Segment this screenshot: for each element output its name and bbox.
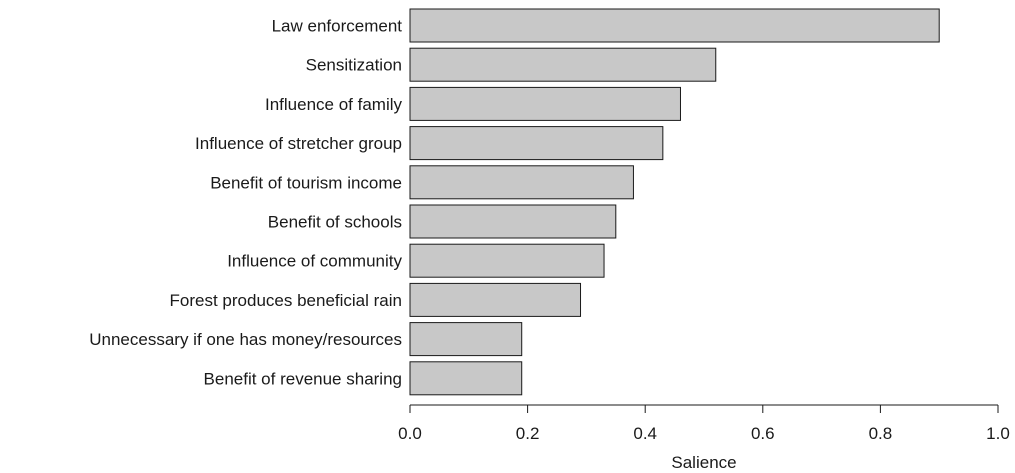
bar-4 <box>409 126 664 161</box>
category-label-7: Influence of community <box>227 252 402 271</box>
category-label-2: Sensitization <box>306 56 402 75</box>
bar-9 <box>409 322 523 357</box>
bar-8 <box>409 282 582 317</box>
x-tick-label-5: 0.8 <box>869 424 893 443</box>
category-label-8: Forest produces beneficial rain <box>170 291 402 310</box>
category-labels-group: Law enforcement Sensitization Influence of… <box>89 17 402 389</box>
bar-1 <box>409 8 940 43</box>
bar-6 <box>409 204 617 239</box>
category-label-6: Benefit of schools <box>268 213 402 232</box>
category-label-1: Law enforcement <box>272 17 403 36</box>
x-tick-label-4: 0.6 <box>751 424 775 443</box>
x-axis: 0.0 0.2 0.4 0.6 0.8 1.0 <box>398 404 1010 443</box>
x-tick-label-1: 0.0 <box>398 424 422 443</box>
category-label-9: Unnecessary if one has money/resources <box>89 330 402 349</box>
category-label-5: Benefit of tourism income <box>210 173 402 192</box>
x-axis-title: Salience <box>671 453 736 472</box>
x-tick-label-6: 1.0 <box>986 424 1010 443</box>
bar-10 <box>409 361 523 396</box>
category-label-3: Influence of family <box>265 95 403 114</box>
bar-3 <box>409 86 681 121</box>
x-tick-label-3: 0.4 <box>633 424 657 443</box>
bars-group <box>409 8 940 396</box>
category-label-4: Influence of stretcher group <box>195 134 402 153</box>
bar-2 <box>409 47 717 82</box>
category-label-10: Benefit of revenue sharing <box>204 369 402 388</box>
bar-7 <box>409 243 605 278</box>
bar-5 <box>409 165 634 200</box>
x-tick-label-2: 0.2 <box>516 424 540 443</box>
